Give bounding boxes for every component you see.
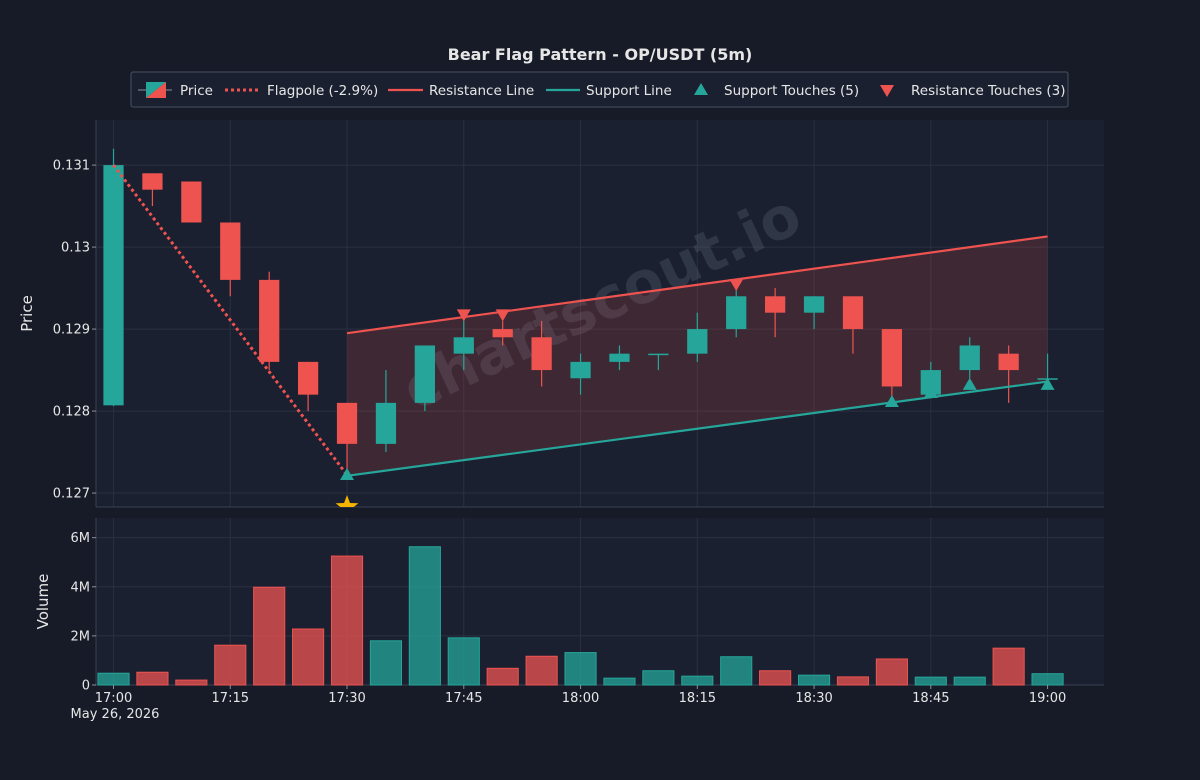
volume-panel: 0 2M 4M 6M Volume 17:00 17:15 17:30 17:45 18:00 18…: [34, 518, 1104, 706]
volume-bar: [447, 637, 480, 686]
volume-bar: [797, 674, 831, 686]
candle-body: [998, 353, 1019, 371]
x-tick-label: 18:45: [912, 691, 949, 706]
flagpole-line: [112, 164, 349, 476]
candle-body: [687, 329, 708, 354]
volume-bar: [914, 676, 947, 686]
x-tick-label: 18:15: [679, 691, 716, 706]
price-tick-label: 0.13: [61, 241, 90, 256]
volume-tick-label: 6M: [71, 531, 91, 546]
x-tick-label: 17:15: [212, 691, 249, 706]
candle-body: [375, 402, 397, 444]
x-tick-label: 17:00: [95, 691, 132, 706]
legend-label-resistance-touches: Resistance Touches (3): [911, 83, 1066, 99]
price-tick-label: 0.128: [53, 405, 90, 420]
price-tick-label: 0.127: [53, 487, 90, 502]
date-label: May 26, 2026: [71, 707, 160, 722]
volume-bar: [97, 672, 130, 686]
candle-body: [220, 222, 241, 280]
price-panel: chartscout.io0.1270.1280.1290.130.131Pri…: [18, 120, 1104, 508]
candle-body: [959, 345, 980, 371]
volume-tick-label: 0: [82, 679, 90, 694]
legend: Price Flagpole (-2.9%) Resistance Line Supp…: [130, 71, 1069, 108]
candle-body: [259, 279, 280, 362]
candle-body: [765, 296, 786, 313]
legend-resistance-touch-swatch: [880, 85, 894, 97]
volume-bar: [330, 555, 364, 686]
support-touch-marker: [1040, 377, 1055, 390]
legend-support-touch-swatch: [694, 83, 708, 95]
legend-box: [130, 71, 1069, 108]
price-axis-label: Price: [18, 295, 36, 332]
legend-price-swatch-down: [146, 82, 166, 98]
volume-tick-label: 4M: [71, 580, 91, 595]
volume-bar: [875, 658, 908, 686]
chart-title: Bear Flag Pattern - OP/USDT (5m): [448, 45, 753, 64]
volume-bar: [953, 676, 986, 686]
support-touch-marker: [923, 386, 938, 399]
resistance-touch-marker: [495, 309, 510, 322]
candle-body: [920, 370, 941, 395]
x-tick-label: 17:45: [445, 691, 482, 706]
x-tick-label: 18:00: [562, 691, 599, 706]
legend-label-resistance: Resistance Line: [429, 83, 534, 99]
volume-bar: [759, 670, 792, 686]
volume-axis-label: Volume: [34, 574, 52, 630]
candle-body: [609, 353, 630, 362]
volume-bar: [720, 656, 753, 686]
candle-body: [842, 296, 864, 330]
resistance-touch-marker: [729, 278, 744, 291]
candle-body: [414, 345, 435, 403]
volume-panel-bg: [96, 518, 1104, 685]
candle-body: [336, 402, 358, 444]
price-tick-label: 0.131: [53, 159, 90, 174]
volume-bar: [486, 667, 519, 686]
volume-tick-label: 2M: [71, 629, 91, 644]
volume-bar: [214, 644, 247, 686]
volume-bar: [253, 586, 286, 686]
volume-bar: [564, 652, 597, 686]
candle-body: [803, 296, 825, 313]
candle-body: [531, 337, 552, 371]
resistance-touch-marker: [456, 309, 471, 322]
candle-body: [881, 329, 903, 387]
support-touch-marker: [962, 377, 977, 390]
support-touch-marker: [340, 468, 355, 481]
candle-body: [181, 181, 202, 223]
volume-bar: [681, 675, 714, 686]
candle-body: [297, 361, 319, 395]
volume-bar: [603, 677, 636, 686]
candle-body: [648, 353, 669, 356]
x-tick-label: 18:30: [795, 691, 832, 706]
volume-bar: [408, 546, 441, 686]
legend-label-support: Support Line: [586, 83, 672, 99]
x-tick-label: 17:30: [328, 691, 365, 706]
candle-body: [142, 173, 163, 190]
x-tick-label: 19:00: [1029, 691, 1066, 706]
candle-body: [103, 165, 124, 406]
star-marker: [335, 495, 359, 507]
volume-bar: [642, 670, 675, 686]
volume-bar: [525, 655, 558, 686]
legend-label-support-touches: Support Touches (5): [724, 83, 859, 99]
volume-bar: [992, 647, 1025, 686]
volume-bar: [369, 640, 403, 686]
volume-bar: [136, 671, 169, 686]
volume-bar: [836, 676, 870, 686]
volume-bar: [292, 628, 325, 686]
candle-body: [570, 361, 591, 379]
price-tick-label: 0.129: [53, 323, 90, 338]
candle-body: [492, 329, 513, 338]
candle-body: [453, 337, 474, 354]
support-touch-marker: [884, 395, 899, 408]
legend-label-flagpole: Flagpole (-2.9%): [267, 83, 378, 99]
candle-body: [726, 296, 747, 330]
legend-label-price: Price: [180, 83, 213, 99]
volume-bar: [1031, 673, 1064, 686]
volume-bar: [175, 679, 208, 686]
